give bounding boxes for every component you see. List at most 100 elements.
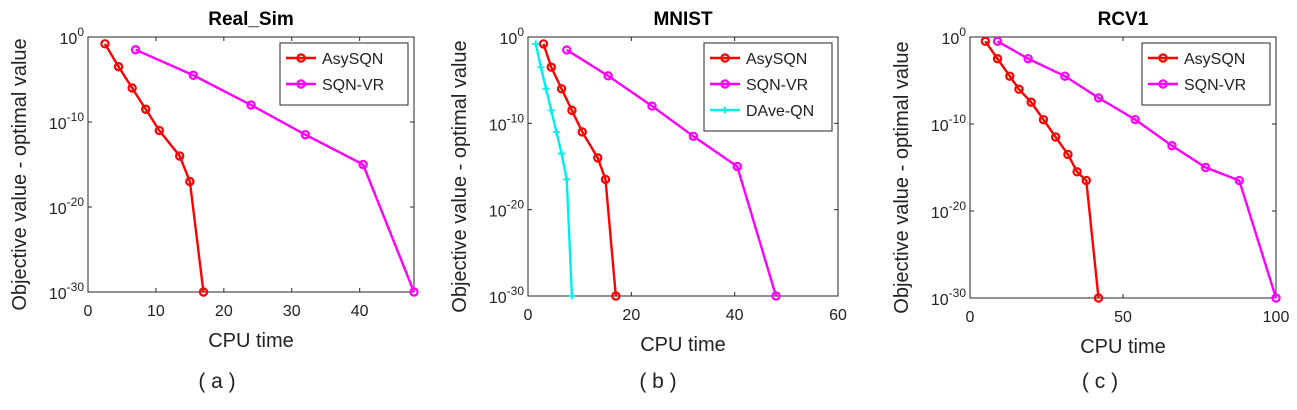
chart-mnist: MNIST 0 20 40 60 100 10-10 10-20 10-30 CPU time Ob… xyxy=(449,9,847,356)
data-point-dave-qn xyxy=(563,175,571,183)
legend-label: SQN-VR xyxy=(1184,77,1246,94)
caption-b: ( b ) xyxy=(639,370,677,393)
data-point-sqn-vr xyxy=(300,130,311,140)
data-point-dave-qn xyxy=(558,150,566,158)
data-point-sqn-vr xyxy=(1200,162,1211,173)
data-point-asysqn xyxy=(593,153,603,163)
x-tick-label: 20 xyxy=(622,307,640,324)
x-tick-label: 0 xyxy=(966,309,975,326)
data-point-asysqn xyxy=(1038,114,1049,125)
y-tick-label: 10-10 xyxy=(49,110,84,133)
y-tick-label: 10-30 xyxy=(931,286,966,309)
x-axis-label: CPU time xyxy=(640,334,726,356)
data-point-asysqn xyxy=(1026,97,1036,107)
data-point-asysqn xyxy=(600,174,611,185)
data-point-asysqn xyxy=(141,104,151,114)
data-point-asysqn xyxy=(1014,84,1024,94)
data-point-asysqn xyxy=(577,127,587,137)
data-point-asysqn xyxy=(538,39,549,49)
data-point-asysqn xyxy=(1063,149,1073,160)
series-line-sqn-vr xyxy=(996,40,1278,299)
data-point-asysqn xyxy=(100,39,110,49)
legend-marker-sqn-vr xyxy=(1158,79,1168,89)
legend-marker-asysqn xyxy=(1158,53,1168,63)
data-point-asysqn xyxy=(185,176,195,187)
series-line-sqn-vr xyxy=(135,48,416,293)
x-tick-label: 0 xyxy=(524,307,533,324)
x-tick-label: 20 xyxy=(215,303,233,320)
y-tick-label: 10-10 xyxy=(931,112,966,135)
data-point-dave-qn xyxy=(552,128,560,136)
y-tick-label: 10-30 xyxy=(49,280,84,303)
legend-marker-sqn-vr xyxy=(296,79,306,89)
legend-label: AsySQN xyxy=(746,51,807,68)
data-point-asysqn xyxy=(174,151,185,161)
data-point-sqn-vr xyxy=(603,71,613,81)
data-point-asysqn xyxy=(1081,175,1091,186)
legend-marker-asysqn xyxy=(296,53,306,63)
data-point-asysqn xyxy=(113,62,124,72)
caption-a: ( a ) xyxy=(198,370,236,393)
data-point-sqn-vr xyxy=(647,101,657,111)
data-point-asysqn xyxy=(980,36,991,47)
data-point-asysqn xyxy=(1005,71,1015,81)
legend-marker-dave-qn xyxy=(721,106,729,114)
y-tick-label: 10-20 xyxy=(489,198,524,221)
y-axis-label: Objective value - optimal value xyxy=(449,40,471,312)
legend-label: AsySQN xyxy=(1184,51,1245,68)
legend-label: DAve-QN xyxy=(746,103,814,120)
y-axis-label: Objective value - optimal value xyxy=(891,41,913,313)
legend-label: AsySQN xyxy=(322,51,383,68)
data-point-asysqn xyxy=(567,105,577,116)
y-axis-label: Objective value - optimal value xyxy=(9,38,31,310)
y-tick-label: 100 xyxy=(500,25,525,48)
data-point-sqn-vr xyxy=(246,100,256,110)
data-point-sqn-vr xyxy=(732,161,742,172)
data-point-sqn-vr xyxy=(1060,71,1070,81)
legend-marker-asysqn xyxy=(720,53,730,63)
data-point-asysqn xyxy=(154,125,165,136)
x-tick-label: 10 xyxy=(147,303,165,320)
data-point-sqn-vr xyxy=(771,291,781,301)
x-tick-label: 60 xyxy=(829,307,847,324)
data-point-dave-qn xyxy=(568,292,576,300)
data-point-asysqn xyxy=(127,83,137,93)
y-tick-label: 10-10 xyxy=(489,111,524,134)
data-point-sqn-vr xyxy=(562,45,572,55)
legend-marker-sqn-vr xyxy=(720,79,730,89)
data-point-sqn-vr xyxy=(1093,93,1104,103)
x-axis-label: CPU time xyxy=(1080,336,1166,358)
data-point-sqn-vr xyxy=(409,287,419,297)
y-tick-label: 10-20 xyxy=(931,199,966,222)
data-point-dave-qn xyxy=(542,85,550,93)
chart-title: RCV1 xyxy=(1098,9,1149,30)
x-tick-label: 100 xyxy=(1263,309,1290,326)
data-point-asysqn xyxy=(992,54,1003,64)
data-point-dave-qn xyxy=(532,40,540,48)
data-point-sqn-vr xyxy=(688,131,699,141)
y-tick-label: 100 xyxy=(942,25,967,48)
data-point-asysqn xyxy=(198,287,209,297)
data-point-asysqn xyxy=(556,84,567,94)
data-point-asysqn xyxy=(1093,293,1104,303)
x-tick-label: 40 xyxy=(726,307,744,324)
data-point-sqn-vr xyxy=(992,36,1003,47)
data-point-dave-qn xyxy=(547,106,555,114)
data-point-sqn-vr xyxy=(130,45,141,55)
x-axis-label: CPU time xyxy=(208,330,294,352)
data-point-asysqn xyxy=(1050,132,1061,142)
data-point-sqn-vr xyxy=(358,159,368,170)
x-tick-label: 50 xyxy=(1114,309,1132,326)
legend-label: SQN-VR xyxy=(322,77,384,94)
data-point-sqn-vr xyxy=(1234,175,1244,186)
x-tick-label: 0 xyxy=(84,303,93,320)
data-point-asysqn xyxy=(546,62,556,72)
data-point-asysqn xyxy=(1072,167,1082,177)
chart-title: Real_Sim xyxy=(208,9,294,30)
legend-label: SQN-VR xyxy=(746,77,808,94)
data-point-asysqn xyxy=(611,291,621,301)
data-point-sqn-vr xyxy=(1023,54,1033,64)
data-point-dave-qn xyxy=(537,63,545,71)
x-tick-label: 40 xyxy=(351,303,369,320)
